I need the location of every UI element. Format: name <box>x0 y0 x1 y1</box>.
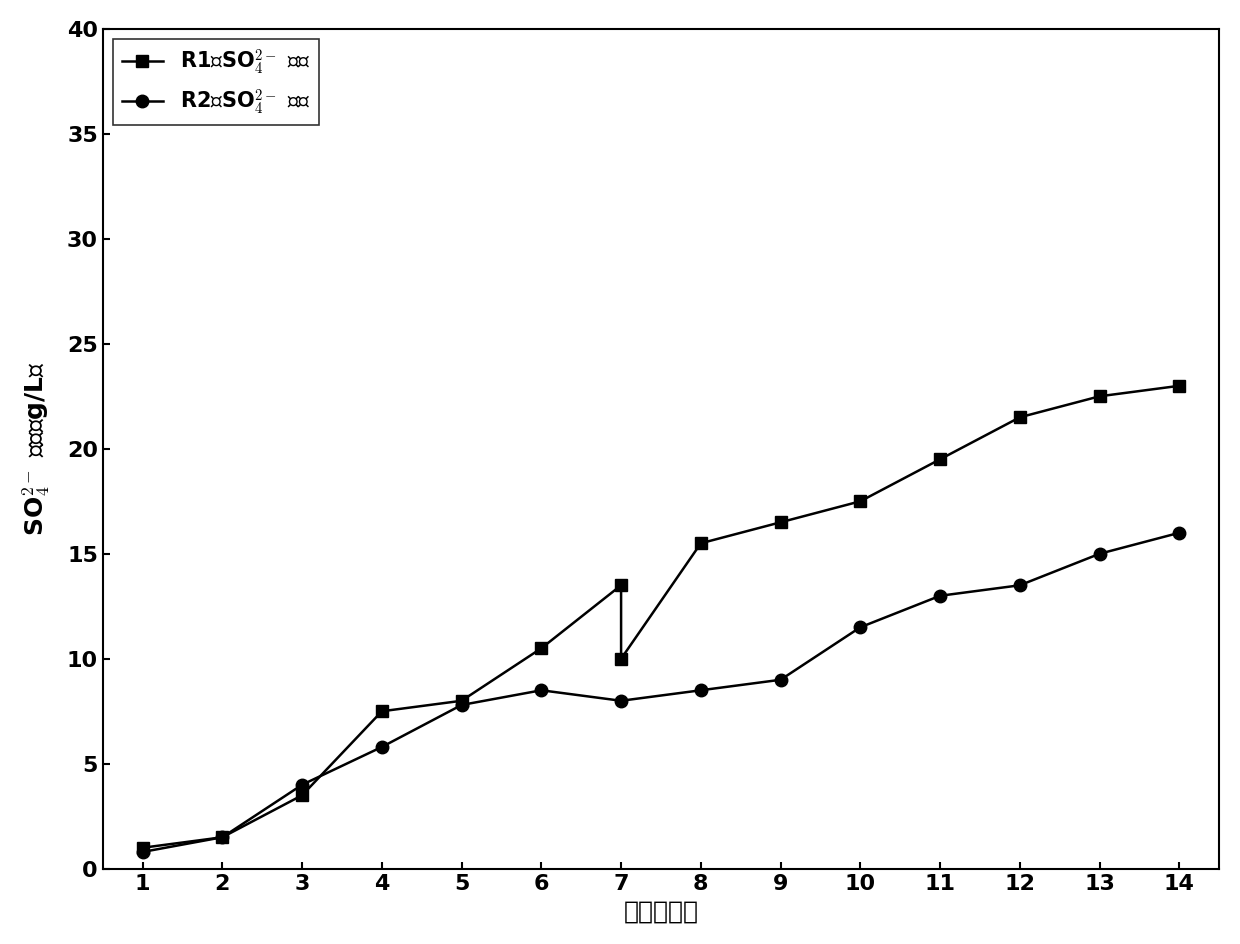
Line: R1的SO$_4^{2-}$ 浓度: R1的SO$_4^{2-}$ 浓度 <box>136 379 1185 854</box>
R1的SO$_4^{2-}$ 浓度 <box>135 842 150 853</box>
R2的SO$_4^{2-}$ 浓度 <box>135 846 150 857</box>
R2的SO$_4^{2-}$ 浓度 <box>1012 580 1027 591</box>
R2的SO$_4^{2-}$ 浓度 <box>853 621 868 632</box>
R2的SO$_4^{2-}$ 浓度 <box>1092 548 1107 560</box>
R1的SO$_4^{2-}$ 浓度 <box>1092 391 1107 402</box>
R1的SO$_4^{2-}$ 浓度 <box>374 705 389 716</box>
R1的SO$_4^{2-}$ 浓度 <box>853 496 868 507</box>
Y-axis label: SO$_4^{2-}$ 浓度（g/L）: SO$_4^{2-}$ 浓度（g/L） <box>21 362 53 536</box>
R1的SO$_4^{2-}$ 浓度 <box>693 538 708 549</box>
R1的SO$_4^{2-}$ 浓度 <box>932 454 947 465</box>
R2的SO$_4^{2-}$ 浓度 <box>534 684 549 696</box>
R1的SO$_4^{2-}$ 浓度 <box>295 789 310 801</box>
R1的SO$_4^{2-}$ 浓度 <box>614 653 629 665</box>
R2的SO$_4^{2-}$ 浓度 <box>215 832 229 843</box>
R2的SO$_4^{2-}$ 浓度 <box>454 700 469 711</box>
Line: R2的SO$_4^{2-}$ 浓度: R2的SO$_4^{2-}$ 浓度 <box>136 527 1185 858</box>
Legend: R1的SO$_4^{2-}$ 浓度, R2的SO$_4^{2-}$ 浓度: R1的SO$_4^{2-}$ 浓度, R2的SO$_4^{2-}$ 浓度 <box>113 40 319 126</box>
R1的SO$_4^{2-}$ 浓度 <box>534 643 549 654</box>
R2的SO$_4^{2-}$ 浓度 <box>374 741 389 752</box>
R1的SO$_4^{2-}$ 浓度 <box>1012 412 1027 423</box>
R2的SO$_4^{2-}$ 浓度 <box>295 779 310 790</box>
R2的SO$_4^{2-}$ 浓度 <box>1172 527 1187 538</box>
R1的SO$_4^{2-}$ 浓度 <box>614 580 629 591</box>
R2的SO$_4^{2-}$ 浓度 <box>614 695 629 706</box>
R1的SO$_4^{2-}$ 浓度 <box>1172 380 1187 392</box>
R1的SO$_4^{2-}$ 浓度 <box>454 695 469 706</box>
R2的SO$_4^{2-}$ 浓度 <box>693 684 708 696</box>
R1的SO$_4^{2-}$ 浓度 <box>215 832 229 843</box>
R2的SO$_4^{2-}$ 浓度 <box>773 674 787 685</box>
X-axis label: 时间（天）: 时间（天） <box>624 900 698 923</box>
R1的SO$_4^{2-}$ 浓度 <box>773 516 787 528</box>
R2的SO$_4^{2-}$ 浓度 <box>932 590 947 601</box>
